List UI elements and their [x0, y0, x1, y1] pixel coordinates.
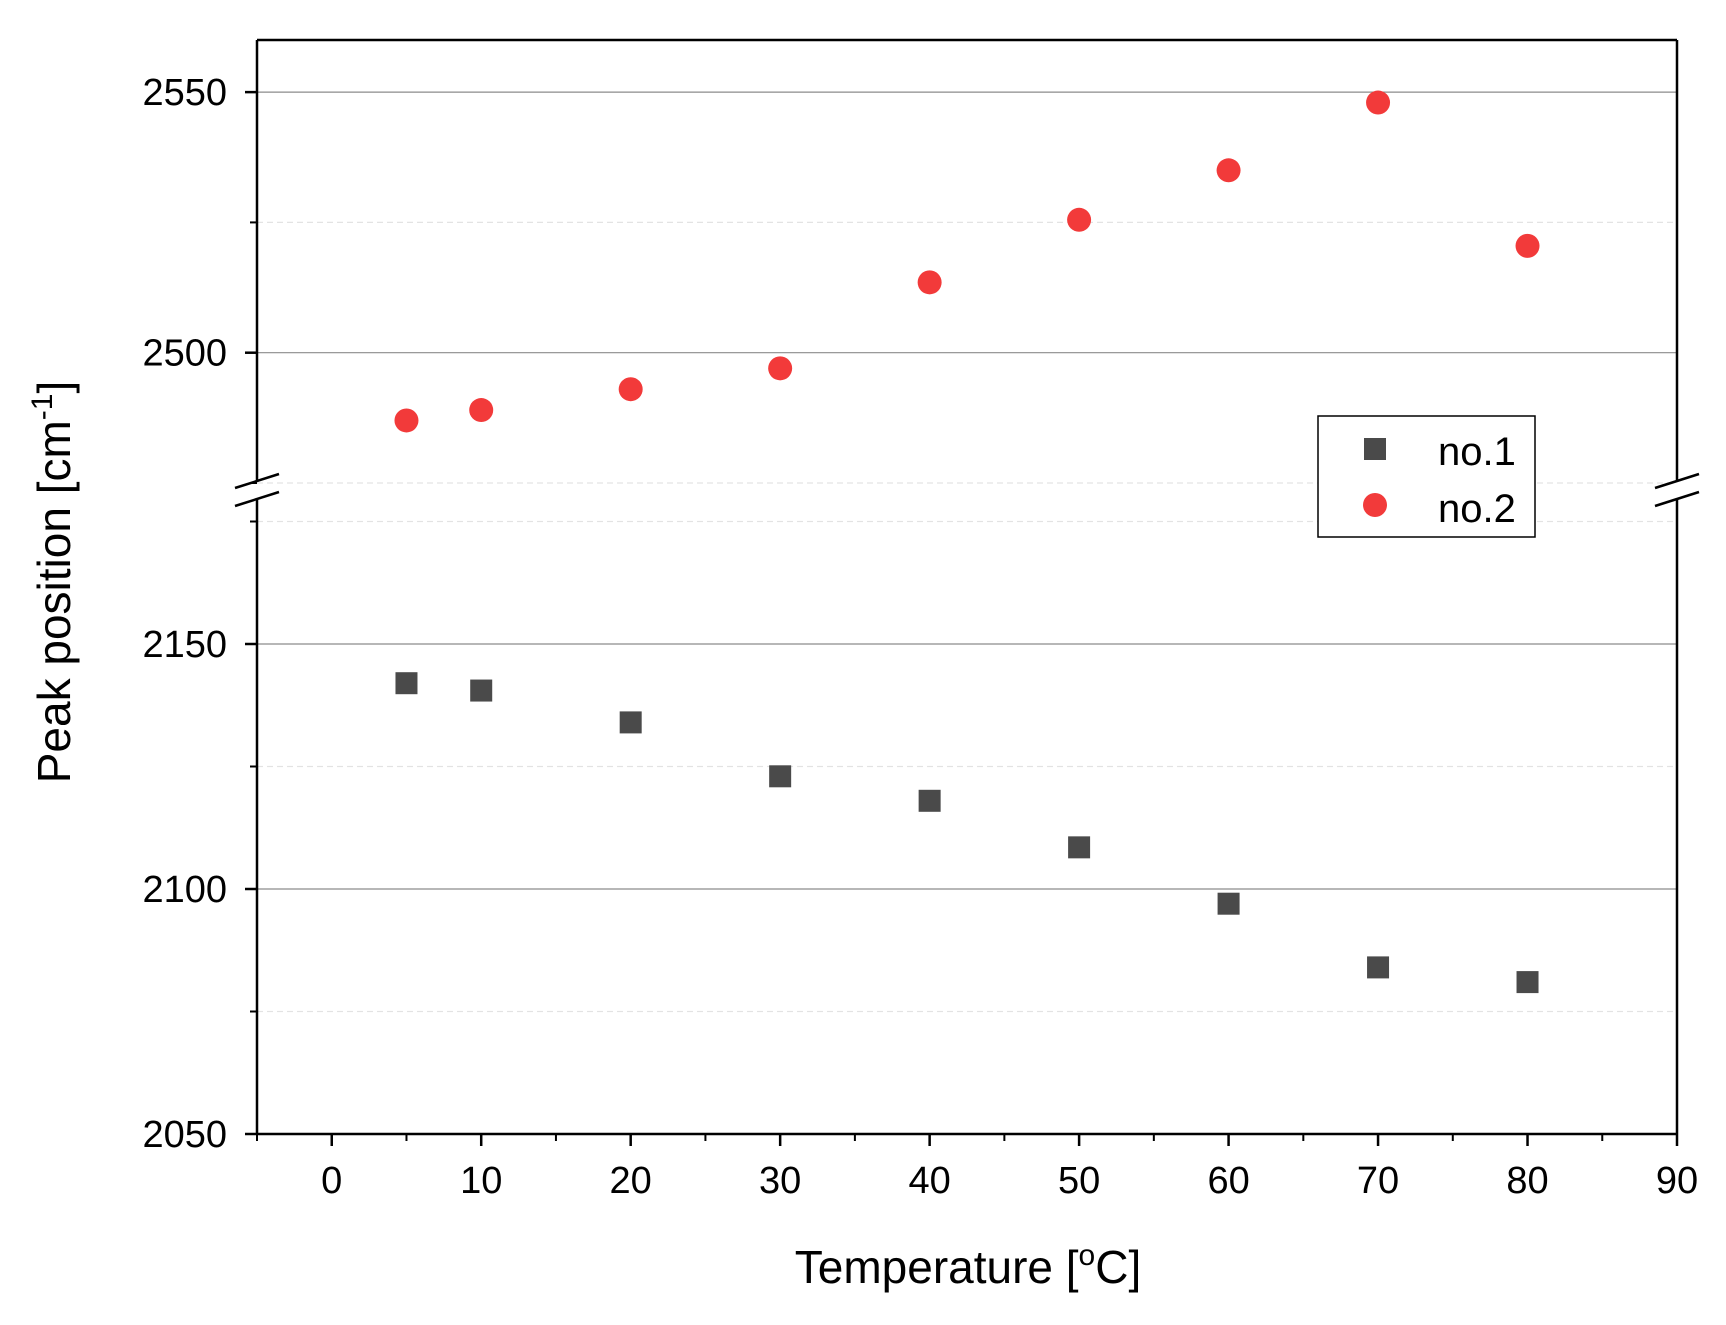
data-point-square: [395, 672, 418, 695]
data-point-circle: [917, 270, 942, 295]
data-point-square: [769, 765, 792, 788]
x-tick-label: 50: [1058, 1160, 1100, 1202]
data-point-circle: [618, 377, 643, 402]
data-point-circle: [469, 398, 494, 423]
y-tick-label: 2100: [142, 869, 227, 911]
x-tick-label: 10: [460, 1160, 502, 1202]
series-no1: [395, 672, 1539, 994]
right-axis-break-mark: [1654, 472, 1700, 490]
y-axis-break-mark: [234, 472, 280, 490]
data-point-circle: [394, 408, 419, 433]
data-point-square: [1516, 971, 1539, 994]
data-points: [394, 90, 1540, 994]
grid-layer: [257, 91, 1677, 1013]
data-point-square: [918, 789, 941, 812]
data-point-circle: [1216, 158, 1241, 183]
data-point-circle: [1515, 233, 1540, 258]
legend-label-no2: no.2: [1438, 487, 1516, 531]
data-point-square: [619, 711, 642, 734]
x-tick-label: 0: [321, 1160, 342, 1202]
x-axis-title: Temperature [oC]: [795, 1239, 1141, 1293]
x-tick-label: 90: [1656, 1160, 1698, 1202]
legend-box: [1317, 415, 1536, 538]
y-axis-break-mark: [234, 490, 280, 508]
y-tick-label: 2550: [142, 72, 227, 114]
legend: no.1 no.2: [1317, 415, 1536, 538]
data-point-square: [1367, 956, 1390, 979]
data-point-square: [1068, 836, 1091, 859]
x-tick-label: 60: [1207, 1160, 1249, 1202]
y-axis-title: Peak position [cm-1]: [26, 381, 80, 784]
data-point-circle: [768, 356, 793, 381]
x-tick-label: 40: [908, 1160, 950, 1202]
axis-ticks: 0 10 20 30 40 50 60 70 80 90 2500 2550 2050 2100 2150: [142, 72, 1698, 1202]
x-tick-label: 70: [1357, 1160, 1399, 1202]
legend-marker-no2: [1363, 493, 1387, 517]
x-tick-label: 20: [610, 1160, 652, 1202]
series-no2: [394, 90, 1540, 433]
data-point-square: [470, 679, 493, 702]
y-tick-label: 2150: [142, 624, 227, 666]
legend-label-no1: no.1: [1438, 430, 1516, 474]
plot-frame: [234, 38, 1700, 1136]
y-tick-label: 2050: [142, 1114, 227, 1156]
data-point-square: [1217, 892, 1240, 915]
x-tick-label: 30: [759, 1160, 801, 1202]
x-tick-label: 80: [1506, 1160, 1548, 1202]
data-point-circle: [1366, 90, 1391, 115]
data-point-circle: [1067, 207, 1092, 232]
right-axis-break-mark: [1654, 490, 1700, 508]
legend-marker-no1: [1364, 438, 1386, 460]
y-tick-label: 2500: [142, 333, 227, 375]
